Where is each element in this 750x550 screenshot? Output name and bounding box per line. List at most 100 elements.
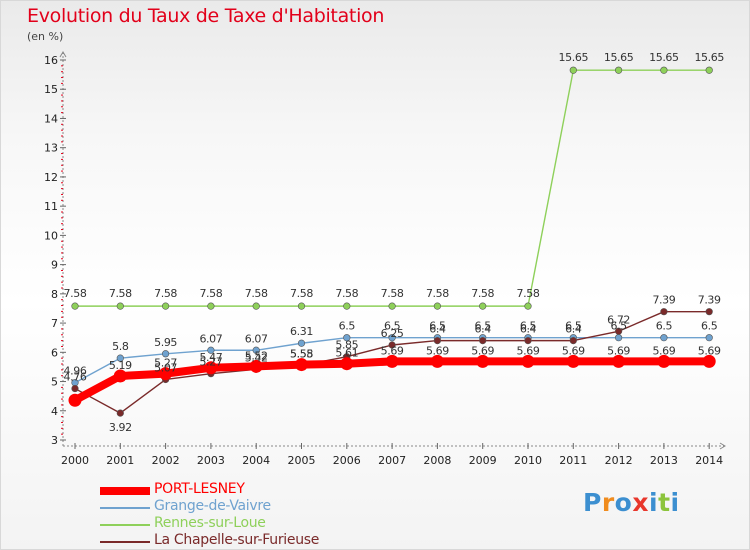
data-label: 7.39 (698, 294, 721, 307)
data-point (566, 354, 580, 368)
data-point (388, 334, 396, 342)
data-label: 6.4 (429, 323, 446, 336)
logo-letter: r (601, 488, 615, 517)
data-point (388, 302, 396, 310)
y-tick-label: 14 (44, 112, 58, 125)
data-label: 6.31 (290, 325, 313, 338)
data-label: 7.58 (426, 287, 449, 300)
data-point (162, 350, 170, 358)
data-label: 6.4 (565, 323, 582, 336)
data-point (476, 354, 490, 368)
data-label: 6.4 (475, 323, 492, 336)
y-tick-label: 11 (44, 200, 58, 213)
data-point (68, 393, 82, 407)
data-label: 5.69 (562, 344, 585, 357)
data-point (295, 358, 308, 372)
data-label: 6.5 (339, 320, 356, 333)
data-label: 7.58 (64, 287, 87, 300)
legend-swatch (100, 524, 150, 526)
y-tick-label: 4 (51, 405, 58, 418)
data-label: 6.5 (656, 320, 673, 333)
data-label: 6.5 (520, 320, 537, 333)
data-point (207, 346, 215, 354)
data-label: 4.96 (64, 365, 87, 378)
data-label: 6.5 (475, 320, 492, 333)
data-point (479, 337, 487, 345)
data-label: 7.58 (471, 287, 494, 300)
data-point (614, 327, 623, 335)
data-label: 5.58 (290, 348, 313, 361)
data-label: 5.27 (154, 357, 177, 370)
data-label: 6.5 (610, 320, 627, 333)
logo-letter: t (658, 488, 671, 517)
data-label: 7.58 (199, 287, 222, 300)
data-label: 6.5 (565, 320, 582, 333)
legend-swatch (100, 541, 150, 543)
data-point (524, 337, 532, 345)
data-point (249, 359, 263, 373)
data-label: 7.58 (245, 287, 268, 300)
data-point (524, 302, 532, 310)
y-axis-arrow (59, 51, 67, 58)
data-point (612, 354, 626, 368)
data-label: 5.69 (517, 344, 540, 357)
data-label: 7.58 (109, 287, 132, 300)
data-label: 3.92 (109, 421, 132, 434)
y-tick-label: 13 (44, 142, 58, 155)
x-tick-label: 2000 (61, 454, 89, 467)
data-label: 7.58 (517, 287, 540, 300)
data-point (430, 354, 444, 368)
data-point (204, 361, 218, 375)
data-label: 7.58 (381, 287, 404, 300)
data-label: 6.5 (429, 320, 446, 333)
chart-title: Evolution du Taux de Taxe d'Habitation (27, 5, 385, 27)
data-label: 15.65 (604, 51, 634, 64)
data-point (116, 354, 124, 362)
data-label: 5.52 (245, 349, 268, 362)
data-point (614, 66, 623, 74)
data-label: 6.4 (520, 323, 537, 336)
data-point (479, 302, 487, 310)
data-label: 5.69 (426, 344, 449, 357)
legend-label: Grange-de-Vaivre (154, 498, 271, 514)
data-point (252, 302, 260, 310)
x-axis-arrow (719, 442, 726, 450)
x-tick-label: 2001 (106, 454, 134, 467)
series-line-rennes-sur-loue (74, 69, 710, 307)
data-label: 7.58 (154, 287, 177, 300)
data-label: 5.69 (607, 344, 630, 357)
data-label: 6.25 (381, 327, 404, 340)
y-tick-label: 8 (51, 288, 58, 301)
x-tick-label: 2014 (695, 454, 723, 467)
x-tick-label: 2009 (469, 454, 497, 467)
data-label: 5.27 (199, 356, 222, 369)
x-tick-label: 2003 (197, 454, 225, 467)
data-point (343, 334, 351, 342)
data-label: 4.76 (64, 371, 87, 384)
data-label: 6.5 (384, 320, 401, 333)
data-label: 5.8 (112, 340, 129, 353)
data-point (433, 302, 442, 310)
x-tick-label: 2005 (288, 454, 316, 467)
data-label: 15.65 (649, 51, 679, 64)
y-tick-label: 9 (51, 259, 58, 272)
data-label: 5.69 (381, 344, 404, 357)
data-label: 5.95 (154, 336, 177, 349)
y-tick-label: 3 (51, 434, 58, 447)
data-point (569, 66, 577, 74)
data-label: 6.72 (607, 313, 630, 326)
data-point (705, 308, 713, 316)
y-axis-unit: (en %) (27, 30, 64, 43)
legend-label: Rennes-sur-Loue (154, 515, 266, 531)
data-point (71, 302, 79, 310)
data-point (297, 302, 306, 310)
data-point (705, 334, 713, 342)
x-tick-label: 2011 (559, 454, 587, 467)
data-label: 7.58 (290, 287, 313, 300)
data-label: 7.58 (335, 287, 358, 300)
y-tick-label: 15 (44, 83, 58, 96)
data-label: 7.39 (652, 294, 675, 307)
x-tick-label: 2010 (514, 454, 542, 467)
